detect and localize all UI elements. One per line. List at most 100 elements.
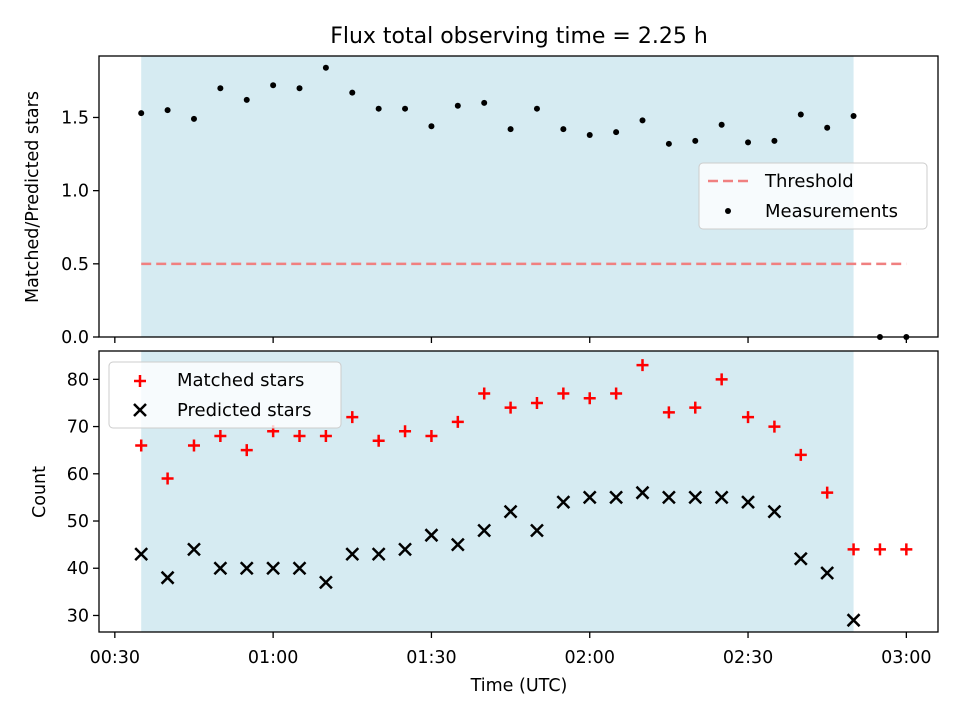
y-tick-label: 70 [67,418,89,438]
y-tick-label: 1.0 [61,182,89,202]
measurement-point [824,124,831,131]
measurement-point [322,64,329,71]
measurement-point [243,96,250,103]
matched-star-point [900,543,913,556]
predicted-star-point [160,570,175,585]
measurement-point [850,113,857,120]
x-tick-label: 01:00 [248,648,298,668]
measurements-legend-swatch [725,208,731,214]
measurement-point [745,139,752,146]
bottom-y-label: Count [30,466,50,518]
y-tick-label: 1.5 [61,108,89,128]
predicted-star-point [134,547,149,561]
x-tick-label: 02:30 [723,648,773,668]
predicted-star-point [239,561,254,576]
measurement-point [454,102,461,109]
predicted-star-point [319,575,333,590]
predicted-star-point [187,542,201,557]
predicted-star-point [398,542,412,557]
predicted-star-point [609,490,624,505]
matched-star-point [346,411,359,424]
measurement-point [270,82,277,89]
measurement-point [296,85,303,92]
x-axis: 00:30 01:00 01:30 02:00 02:30 03:00 [90,632,932,668]
measurement-point [428,123,435,130]
matched-star-point [399,425,412,438]
predicted-star-point [820,566,835,580]
matched-star-point [187,439,200,452]
measurement-point [375,105,382,112]
measurement-point [771,137,778,144]
y-tick-label: 30 [67,606,89,626]
x-axis-label: Time (UTC) [470,676,568,696]
matched-star-point [715,373,728,386]
bottom-panel: 30 40 50 60 70 80 00:30 01:00 01:30 02:00 02:30 03… [30,350,939,696]
matched-star-point [161,472,174,485]
top-legend-box [698,162,928,230]
measurement-point [692,137,699,144]
measurement-point [718,121,725,128]
matched-star-point [821,486,834,499]
matched-star-point [293,430,306,443]
matched-star-point [689,401,702,414]
predicted-star-point [530,523,544,538]
matched-star-point [768,420,781,433]
top-y-axis: 0.0 0.5 1.0 1.5 [61,108,99,348]
matched-star-point [372,434,385,447]
y-tick-label: 80 [67,370,89,390]
top-x-ticks [114,337,907,343]
predicted-star-point [714,490,729,505]
measurement-points [138,64,910,340]
matched-star-point [478,387,491,400]
predicted-star-point [371,547,386,561]
y-tick-label: 0.5 [61,255,89,275]
matched-star-point [425,430,438,443]
chart-title: Flux total observing time = 2.25 h [330,24,708,49]
measurement-point [190,115,197,122]
measurement-point [665,140,672,147]
bottom-legend-box [108,361,342,429]
measurement-point [164,107,171,114]
bottom-axes-frame [98,350,939,633]
matched-star-point [636,359,649,372]
matched-star-point [504,401,517,414]
top-y-label: Matched/Predicted stars [23,91,43,303]
predicted-star-point [266,561,281,576]
x-tick-label: 03:00 [881,648,931,668]
matched-star-point [214,430,227,443]
predicted-star-point [213,561,228,576]
x-tick-label: 00:30 [90,648,140,668]
predicted-star-point [846,613,861,628]
matched-star-point [319,430,332,443]
predicted-star-point [556,495,571,510]
y-tick-label: 60 [67,465,89,485]
matched-star-point [662,406,675,419]
predicted-star-point [767,504,782,519]
measurement-point [138,110,145,117]
predicted-legend-label: Predicted stars [177,400,311,421]
measurement-point [481,99,488,106]
matched-star-point [135,439,148,452]
matched-legend-swatch [134,375,146,387]
measurement-point [639,117,646,124]
predicted-star-point [793,551,808,566]
predicted-star-point [477,523,492,538]
matched-star-point [742,411,755,424]
measurement-point [507,126,514,133]
matched-star-point [610,387,623,400]
predicted-star-point [582,490,597,505]
predicted-star-point [450,537,465,552]
matched-star-point [530,396,543,409]
y-tick-label: 0.0 [61,328,89,348]
measurement-point [613,129,620,136]
measurement-point [586,132,593,139]
matched-star-point [583,392,596,405]
matched-star-point [873,543,886,556]
predicted-star-point [635,485,650,500]
predicted-stars-points [134,485,861,628]
predicted-legend-swatch [133,403,147,417]
matched-legend-label: Matched stars [177,370,304,391]
measurement-point [402,105,409,112]
measurement-point [560,126,567,133]
